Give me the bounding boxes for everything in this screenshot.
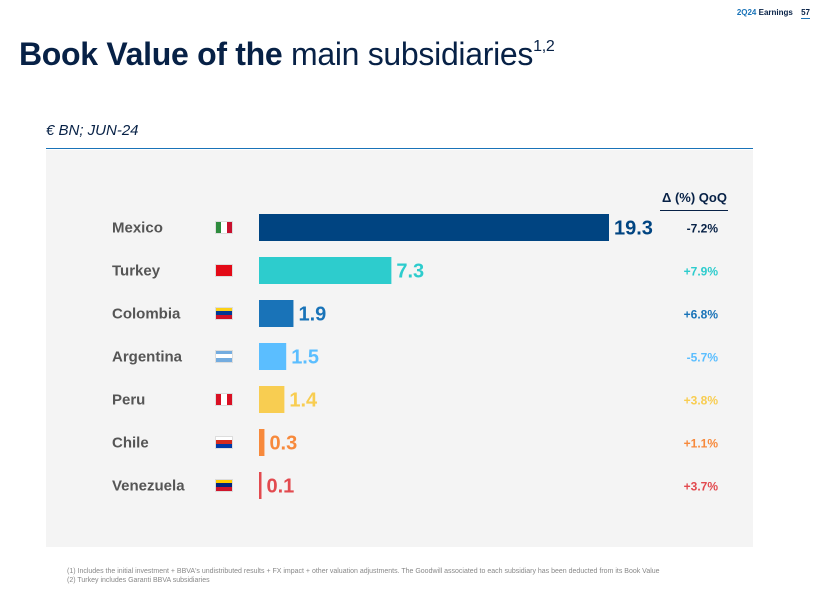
value-label: 1.4	[289, 390, 318, 412]
flag-icon-colombia	[216, 307, 232, 319]
bar-chile	[259, 429, 265, 456]
category-label: Argentina	[112, 349, 183, 366]
bar-peru	[259, 386, 285, 413]
category-label: Colombia	[112, 306, 181, 323]
value-label: 0.3	[269, 433, 297, 455]
bar-mexico	[259, 214, 609, 241]
category-label: Venezuela	[112, 478, 185, 495]
footnote-2: (2) Turkey includes Garanti BBVA subsidi…	[67, 577, 210, 584]
footnote-1: (1) Includes the initial investment + BB…	[67, 568, 660, 575]
flag-icon-peru	[216, 393, 232, 405]
value-label: 0.1	[267, 476, 295, 498]
bar-colombia	[259, 300, 294, 327]
title-bold: Book Value of the	[19, 36, 283, 72]
title-regular: main subsidiaries	[290, 36, 534, 72]
delta-value: +3.7%	[684, 480, 719, 494]
bar-turkey	[259, 257, 392, 284]
delta-value: +7.9%	[684, 265, 719, 279]
category-label: Peru	[112, 392, 145, 409]
delta-column-header: Δ (%) QoQ	[662, 190, 727, 205]
title-superscript: 1,2	[533, 38, 555, 55]
flag-icon-mexico	[216, 221, 232, 233]
report-label-earnings: Earnings	[758, 8, 793, 17]
value-label: 19.3	[614, 218, 653, 240]
bar-venezuela	[259, 472, 262, 499]
page-number: 57	[801, 8, 810, 19]
flag-icon-chile	[216, 436, 232, 448]
report-header: 2Q24 Earnings 57	[736, 8, 810, 19]
delta-value: +3.8%	[684, 394, 719, 408]
flag-icon-turkey	[216, 264, 232, 276]
value-label: 7.3	[396, 261, 424, 283]
flag-icon-venezuela	[216, 479, 232, 491]
value-label: 1.5	[291, 347, 319, 369]
category-label: Mexico	[112, 220, 163, 237]
bar-argentina	[259, 343, 287, 370]
unit-divider	[46, 148, 753, 149]
delta-header-underline	[660, 210, 728, 211]
flag-icon-argentina	[216, 350, 232, 362]
category-label: Chile	[112, 435, 149, 452]
footnotes: (1) Includes the initial investment + BB…	[67, 567, 660, 585]
value-label: 1.9	[298, 304, 326, 326]
report-label: 2Q24	[736, 8, 757, 17]
page-title: Book Value of the main subsidiaries1,2	[19, 36, 555, 73]
delta-value: +1.1%	[684, 437, 719, 451]
category-label: Turkey	[112, 263, 161, 280]
delta-value: -5.7%	[687, 351, 719, 365]
delta-value: +6.8%	[684, 308, 719, 322]
delta-value: -7.2%	[687, 222, 719, 236]
unit-label: € BN; JUN-24	[46, 122, 139, 139]
